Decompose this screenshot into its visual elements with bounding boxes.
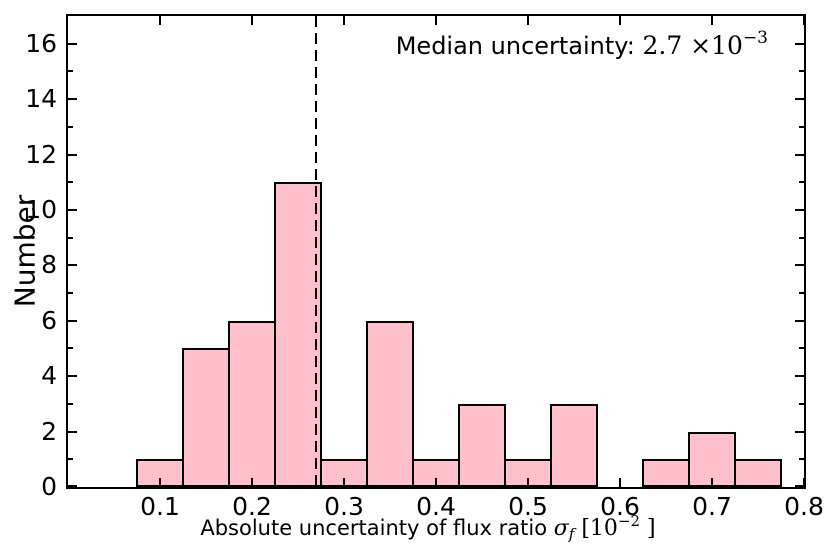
y-tick-label: 0 [41, 472, 57, 501]
y-minor-tick [68, 402, 73, 405]
histogram-bar [274, 182, 322, 487]
sigma-subscript: f [568, 525, 575, 543]
x-tick-label: 0.7 [692, 492, 732, 521]
x-tick [527, 478, 529, 487]
y-minor-tick [799, 236, 804, 239]
histogram-bar [734, 459, 782, 487]
x-tick [159, 16, 161, 25]
x-tick [159, 478, 161, 487]
unit-exponent: −2 [617, 512, 641, 530]
x-axis-label: Absolute uncertainty of flux ratio σf [1… [58, 512, 798, 543]
y-minor-tick [68, 70, 73, 73]
y-tick [795, 319, 804, 322]
x-tick [619, 478, 621, 487]
x-tick [619, 16, 621, 25]
y-minor-tick [799, 347, 804, 350]
histogram-bar [366, 320, 414, 487]
y-tick [795, 264, 804, 267]
histogram-bar [182, 348, 230, 487]
y-minor-tick [68, 292, 73, 295]
y-minor-tick [68, 125, 73, 128]
y-minor-tick [799, 125, 804, 128]
y-tick [68, 485, 77, 487]
y-minor-tick [68, 458, 73, 461]
x-tick-label: 0.8 [784, 492, 824, 521]
y-tick [68, 264, 77, 267]
y-tick [795, 430, 804, 433]
y-tick [68, 375, 77, 378]
y-tick [795, 42, 804, 45]
y-tick-label: 6 [41, 305, 57, 335]
x-tick [251, 16, 253, 25]
x-tick-label: 0.4 [416, 492, 456, 521]
unit-close: ] [640, 516, 656, 541]
histogram-bar [642, 459, 690, 487]
y-minor-tick [799, 402, 804, 405]
y-tick [68, 319, 77, 322]
x-axis-label-text: Absolute uncertainty of flux ratio [200, 516, 554, 540]
y-tick-label: 12 [25, 139, 57, 169]
median-annotation-exponent: −3 [742, 28, 768, 48]
plot-area [66, 14, 806, 489]
sigma-symbol: σ [553, 516, 569, 541]
x-tick [435, 478, 437, 487]
y-tick [795, 375, 804, 378]
y-tick-label: 14 [25, 84, 57, 114]
y-tick [795, 98, 804, 101]
x-tick [711, 16, 713, 25]
y-tick [68, 208, 77, 211]
y-minor-tick [68, 181, 73, 184]
x-tick-label: 0.1 [140, 492, 180, 521]
median-annotation: Median uncertainty: 2.7 ×10−3 [395, 28, 768, 60]
x-tick [435, 16, 437, 25]
y-tick [68, 98, 77, 101]
y-tick [68, 42, 77, 45]
histogram-bar [550, 403, 598, 487]
x-tick [343, 478, 345, 487]
y-tick [795, 153, 804, 156]
y-minor-tick [68, 236, 73, 239]
y-minor-tick [799, 70, 804, 73]
median-annotation-value: 2.7 ×10 [642, 31, 743, 60]
x-tick [527, 16, 529, 25]
histogram-bar [458, 403, 506, 487]
histogram-bar [228, 320, 276, 487]
y-tick-label: 4 [41, 361, 57, 391]
y-tick-label: 8 [41, 250, 57, 280]
unit-open: [10 [574, 516, 618, 541]
y-tick [68, 153, 77, 156]
y-tick-label: 2 [41, 416, 57, 446]
x-tick-label: 0.3 [324, 492, 364, 521]
x-tick-label: 0.5 [508, 492, 548, 521]
median-annotation-text: Median uncertainty: [395, 32, 643, 60]
x-tick-label: 0.2 [232, 492, 272, 521]
median-line [315, 16, 318, 487]
x-tick [803, 16, 805, 25]
y-minor-tick [799, 458, 804, 461]
x-tick [343, 16, 345, 25]
x-tick [803, 478, 805, 487]
y-minor-tick [799, 181, 804, 184]
y-tick-label: 16 [25, 28, 57, 58]
y-tick-label: 10 [25, 194, 57, 224]
x-tick [711, 478, 713, 487]
x-tick-label: 0.6 [600, 492, 640, 521]
y-tick [795, 208, 804, 211]
y-minor-tick [799, 292, 804, 295]
y-minor-tick [68, 347, 73, 350]
x-tick [251, 478, 253, 487]
y-tick [795, 485, 804, 487]
y-tick [68, 430, 77, 433]
